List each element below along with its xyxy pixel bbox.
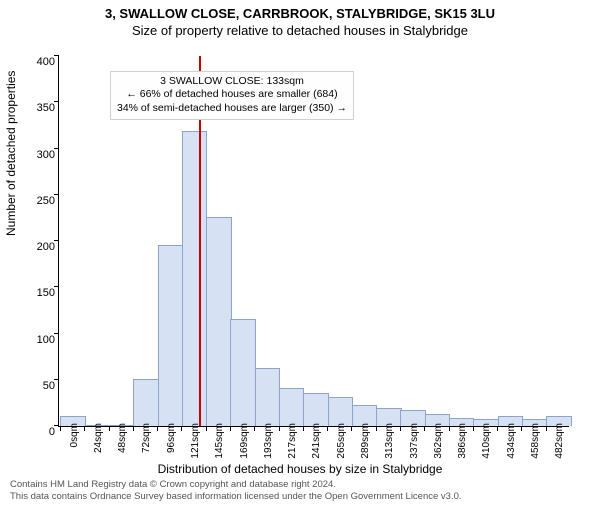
histogram-chart: 050100150200250300350400 0sqm24sqm48sqm7… xyxy=(58,56,569,427)
x-tick-label: 289sqm xyxy=(360,423,371,459)
x-tick-label: 48sqm xyxy=(117,423,128,453)
y-tick-mark xyxy=(54,101,59,102)
page-title: 3, SWALLOW CLOSE, CARRBROOK, STALYBRIDGE… xyxy=(0,6,600,21)
y-tick-mark xyxy=(54,286,59,287)
x-tick-mark xyxy=(303,426,304,431)
x-tick-mark xyxy=(133,426,134,431)
histogram-bar xyxy=(255,368,281,426)
histogram-bar xyxy=(182,131,208,426)
y-tick-label: 150 xyxy=(21,287,55,299)
histogram-bar xyxy=(158,245,184,426)
annotation-line: 34% of semi-detached houses are larger (… xyxy=(117,102,347,116)
x-tick-mark xyxy=(521,426,522,431)
annotation-line: ← 66% of detached houses are smaller (68… xyxy=(117,88,347,102)
x-tick-label: 434sqm xyxy=(506,423,517,459)
x-tick-label: 241sqm xyxy=(311,423,322,459)
y-tick-mark xyxy=(54,194,59,195)
x-tick-mark xyxy=(497,426,498,431)
page-subtitle: Size of property relative to detached ho… xyxy=(0,23,600,38)
x-tick-mark xyxy=(400,426,401,431)
x-tick-mark xyxy=(376,426,377,431)
x-tick-label: 217sqm xyxy=(287,423,298,459)
x-tick-label: 24sqm xyxy=(93,423,104,453)
y-tick-mark xyxy=(54,379,59,380)
y-tick-label: 0 xyxy=(21,426,55,438)
y-tick-mark xyxy=(54,425,59,426)
x-tick-mark xyxy=(473,426,474,431)
histogram-bar xyxy=(230,319,256,426)
histogram-bar xyxy=(279,388,305,426)
x-tick-label: 96sqm xyxy=(166,423,177,453)
x-tick-label: 121sqm xyxy=(190,423,201,459)
x-tick-label: 337sqm xyxy=(409,423,420,459)
y-axis-label: Number of detached properties xyxy=(4,71,18,236)
y-tick-label: 100 xyxy=(21,334,55,346)
x-tick-label: 0sqm xyxy=(69,423,80,447)
x-tick-mark xyxy=(254,426,255,431)
x-tick-label: 72sqm xyxy=(141,423,152,453)
y-tick-mark xyxy=(54,148,59,149)
x-tick-label: 145sqm xyxy=(214,423,225,459)
x-tick-mark xyxy=(279,426,280,431)
x-tick-mark xyxy=(546,426,547,431)
x-axis-label: Distribution of detached houses by size … xyxy=(0,462,600,476)
x-tick-label: 193sqm xyxy=(263,423,274,459)
x-tick-mark xyxy=(60,426,61,431)
histogram-bar xyxy=(206,217,232,426)
y-tick-mark xyxy=(54,55,59,56)
x-tick-mark xyxy=(206,426,207,431)
footer-line1: Contains HM Land Registry data © Crown c… xyxy=(10,479,462,490)
x-tick-mark xyxy=(424,426,425,431)
y-tick-label: 350 xyxy=(21,102,55,114)
y-tick-label: 300 xyxy=(21,149,55,161)
footer-line2: This data contains Ordnance Survey based… xyxy=(10,491,462,502)
x-tick-label: 313sqm xyxy=(384,423,395,459)
x-tick-mark xyxy=(109,426,110,431)
x-tick-mark xyxy=(327,426,328,431)
y-tick-mark xyxy=(54,240,59,241)
x-tick-mark xyxy=(449,426,450,431)
y-tick-label: 200 xyxy=(21,241,55,253)
x-tick-mark xyxy=(230,426,231,431)
annotation-box: 3 SWALLOW CLOSE: 133sqm← 66% of detached… xyxy=(110,71,354,120)
x-tick-label: 410sqm xyxy=(481,423,492,459)
x-tick-label: 386sqm xyxy=(457,423,468,459)
x-tick-mark xyxy=(181,426,182,431)
y-tick-mark xyxy=(54,333,59,334)
annotation-line: 3 SWALLOW CLOSE: 133sqm xyxy=(117,75,347,89)
footer-attribution: Contains HM Land Registry data © Crown c… xyxy=(10,479,462,502)
x-tick-label: 265sqm xyxy=(336,423,347,459)
histogram-bar xyxy=(328,397,354,426)
histogram-bar xyxy=(303,393,329,426)
x-tick-label: 458sqm xyxy=(530,423,541,459)
x-tick-label: 362sqm xyxy=(433,423,444,459)
x-tick-label: 482sqm xyxy=(554,423,565,459)
x-tick-mark xyxy=(157,426,158,431)
y-tick-label: 250 xyxy=(21,195,55,207)
x-tick-label: 169sqm xyxy=(239,423,250,459)
histogram-bar xyxy=(133,379,159,426)
x-tick-mark xyxy=(351,426,352,431)
y-tick-label: 50 xyxy=(21,380,55,392)
x-tick-mark xyxy=(84,426,85,431)
y-tick-label: 400 xyxy=(21,56,55,68)
